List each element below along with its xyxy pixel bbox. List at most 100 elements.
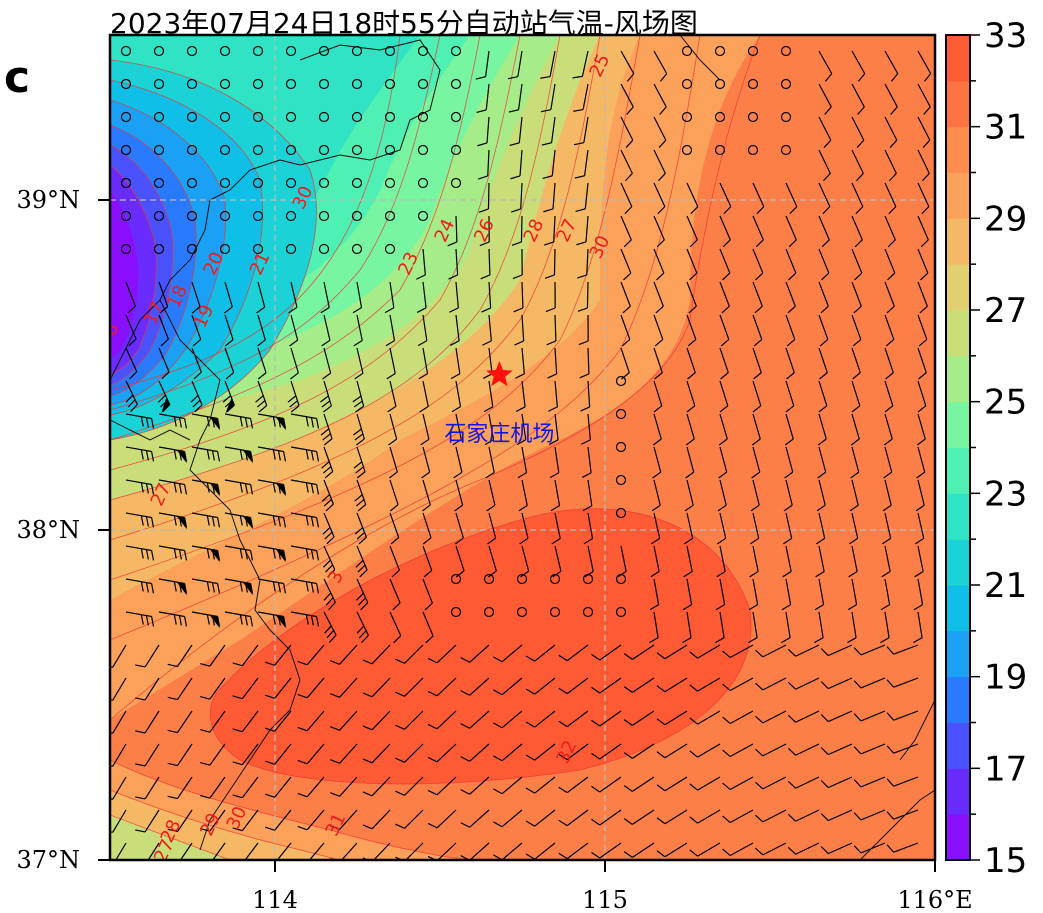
wind-barb-icon bbox=[525, 743, 556, 761]
wind-barb-icon bbox=[884, 116, 898, 148]
lat-tick-label: 39°N bbox=[16, 186, 80, 214]
wind-barb-icon bbox=[656, 710, 688, 726]
wind-barb-icon bbox=[653, 182, 666, 215]
wind-barb-icon bbox=[853, 809, 886, 821]
wind-barb-icon bbox=[290, 611, 320, 627]
wind-barb-icon bbox=[755, 776, 787, 790]
lon-tick-label: 115 bbox=[582, 886, 628, 913]
map-axes: 39°N 38°N 37°N 114 115 116°E bbox=[16, 186, 972, 913]
wind-barb-icon bbox=[158, 314, 169, 347]
wind-barb-icon bbox=[488, 545, 497, 578]
wind-barb-icon bbox=[125, 512, 155, 528]
lon-tick-label: 114 bbox=[252, 886, 298, 913]
colorbar-swatch bbox=[946, 768, 970, 815]
wind-barb-icon bbox=[848, 545, 858, 578]
wind-barb-icon bbox=[818, 380, 828, 413]
wind-barb-icon bbox=[353, 314, 363, 347]
wind-barb-icon bbox=[389, 446, 398, 479]
wind-barb-icon bbox=[620, 50, 635, 82]
wind-barb-icon bbox=[525, 809, 556, 827]
calm-station-icon bbox=[219, 78, 231, 90]
calm-station-icon bbox=[747, 78, 759, 90]
wind-barb-icon bbox=[483, 380, 494, 413]
wind-barb-icon bbox=[158, 512, 188, 530]
calm-station-icon bbox=[351, 243, 363, 255]
wind-barb-icon bbox=[265, 809, 292, 831]
wind-barb-icon bbox=[158, 479, 188, 495]
calm-station-icon bbox=[714, 45, 726, 57]
wind-barb-icon bbox=[354, 479, 367, 512]
wind-barb-icon bbox=[785, 314, 796, 347]
isotherm-label: 27 bbox=[150, 836, 179, 866]
wind-barb-icon bbox=[853, 743, 886, 755]
wind-barb-icon bbox=[158, 446, 188, 464]
wind-barb-icon bbox=[719, 380, 729, 413]
wind-barb-icon bbox=[818, 248, 830, 281]
wind-barb-icon bbox=[320, 413, 333, 446]
wind-barb-icon bbox=[573, 83, 589, 112]
wind-barb-icon bbox=[449, 281, 459, 313]
wind-barb-icon bbox=[493, 743, 523, 762]
calm-station-icon bbox=[516, 606, 528, 618]
wind-barb-icon bbox=[460, 644, 490, 663]
wind-barb-icon bbox=[623, 677, 655, 693]
wind-barb-icon bbox=[572, 50, 589, 79]
wind-barb-icon bbox=[851, 314, 862, 347]
wind-barb-icon bbox=[320, 380, 332, 413]
wind-barb-icon bbox=[525, 776, 556, 794]
wind-barb-icon bbox=[649, 578, 660, 611]
calm-station-icon bbox=[318, 243, 330, 255]
wind-barb-icon bbox=[684, 479, 694, 512]
wind-barb-icon bbox=[579, 347, 590, 379]
calm-station-icon bbox=[384, 144, 396, 156]
wind-barb-icon bbox=[135, 743, 160, 767]
airport-marker bbox=[486, 360, 513, 387]
wind-barb-icon bbox=[881, 545, 891, 578]
calm-station-icon bbox=[417, 111, 429, 123]
wind-barb-icon bbox=[167, 809, 193, 833]
wind-barb-icon bbox=[493, 809, 523, 828]
wind-barb-icon bbox=[232, 776, 259, 799]
calm-station-icon bbox=[450, 144, 462, 156]
wind-barb-icon bbox=[752, 215, 764, 248]
calm-station-icon bbox=[318, 144, 330, 156]
calm-station-icon bbox=[351, 177, 363, 189]
wind-barb-icon bbox=[623, 809, 655, 825]
wind-barb-icon bbox=[511, 215, 523, 246]
wind-barb-icon bbox=[542, 149, 556, 179]
wind-barb-icon bbox=[551, 512, 561, 545]
wind-barb-icon bbox=[179, 842, 193, 860]
wind-barb-icon bbox=[785, 347, 795, 380]
wind-barb-icon bbox=[820, 743, 853, 756]
calm-station-icon bbox=[252, 243, 264, 255]
colorbar-swatch bbox=[946, 126, 970, 173]
wind-barb-icon bbox=[652, 446, 662, 479]
wind-barb-icon bbox=[167, 776, 193, 800]
wind-barb-icon bbox=[787, 644, 820, 657]
calm-station-icon bbox=[153, 243, 165, 255]
wind-barb-icon bbox=[752, 314, 763, 347]
wind-barb-icon bbox=[818, 347, 828, 380]
wind-barb-icon bbox=[683, 512, 694, 545]
wind-barb-icon bbox=[722, 644, 754, 659]
wind-barb-icon bbox=[460, 809, 490, 828]
calm-station-icon bbox=[186, 111, 198, 123]
wind-barb-icon bbox=[387, 380, 397, 413]
wind-barb-icon bbox=[544, 248, 556, 279]
calm-station-icon bbox=[153, 78, 165, 90]
wind-barb-icon bbox=[689, 644, 721, 659]
wind-barb-icon bbox=[722, 842, 754, 857]
colorbar-swatch bbox=[946, 310, 970, 357]
calm-station-icon bbox=[120, 177, 132, 189]
wind-barb-icon bbox=[722, 776, 754, 791]
wind-barb-icon bbox=[125, 479, 155, 495]
colorbar-swatch bbox=[946, 722, 970, 769]
wind-barb-icon bbox=[820, 776, 853, 789]
wind-barb-icon bbox=[191, 545, 221, 563]
wind-barb-icon bbox=[290, 479, 320, 495]
calm-station-icon bbox=[318, 45, 330, 57]
wind-barb-icon bbox=[917, 215, 929, 248]
wind-barb-icon bbox=[509, 116, 523, 146]
calm-station-icon bbox=[351, 78, 363, 90]
